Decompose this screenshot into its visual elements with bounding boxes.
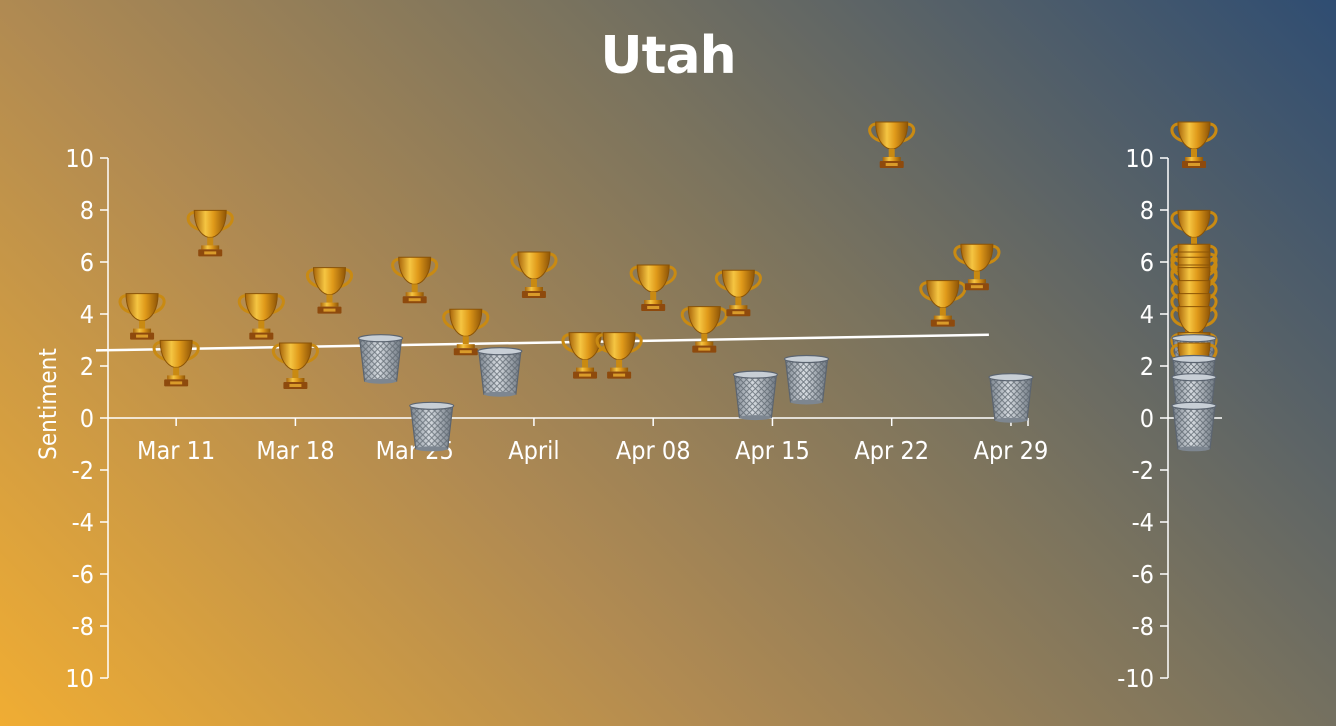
trophy-icon (186, 208, 234, 258)
y-tick-label: 4 (80, 300, 94, 329)
y-tick-label: 2 (80, 352, 94, 381)
trophy-icon (919, 279, 967, 329)
trash-bin-icon (1171, 401, 1217, 452)
x-tick-label: Apr 08 (616, 436, 691, 465)
trophy-icon (391, 255, 439, 305)
x-tick-label: Apr 22 (854, 436, 929, 465)
x-tick-label: April (508, 436, 559, 465)
side-y-tick-label: 10 (1125, 144, 1154, 173)
side-y-tick-label: 4 (1140, 300, 1154, 329)
trend-line (95, 333, 989, 352)
side-y-tick-label: 2 (1140, 352, 1154, 381)
side-y-tick-label: 0 (1140, 404, 1154, 433)
y-tick-label: -4 (72, 508, 94, 537)
trophy-icon (510, 250, 558, 300)
trophy-icon (305, 266, 354, 316)
trophy-icon (629, 263, 677, 313)
side-y-tick-label: -6 (1132, 560, 1154, 589)
y-tick-label: 8 (80, 196, 94, 225)
side-y-tick-label: -2 (1132, 456, 1154, 485)
x-tick-label: Mar 11 (137, 436, 215, 465)
side-y-tick-label: -4 (1132, 508, 1154, 537)
trophy-icon (595, 331, 643, 381)
trophy-icon (1170, 120, 1218, 170)
trophy-icon (561, 331, 609, 381)
trophy-icon (868, 120, 916, 170)
trash-bin-icon (357, 334, 404, 385)
y-tick-label: -8 (72, 612, 94, 641)
y-tick-label: 6 (80, 248, 94, 277)
x-tick-label: Apr 15 (735, 436, 810, 465)
side-y-tick-label: -10 (1117, 664, 1154, 693)
trophy-icon (442, 307, 490, 357)
y-tick-label: 0 (80, 404, 94, 433)
y-tick-label: -6 (72, 560, 94, 589)
trophy-icon (152, 338, 200, 388)
trophy-icon (680, 305, 728, 355)
side-y-tick-label: -8 (1132, 612, 1154, 641)
trophy-icon (118, 292, 166, 342)
side-y-tick-label: 8 (1140, 196, 1154, 225)
y-tick-label: 10 (65, 664, 94, 693)
x-tick-label: Mar 18 (256, 436, 334, 465)
trash-bin-icon (409, 401, 455, 452)
chart-title: Utah (600, 26, 736, 86)
trash-bin-icon (783, 354, 830, 406)
y-axis-label: Sentiment (34, 348, 62, 460)
trophy-icon (237, 292, 285, 342)
x-tick-label: Apr 29 (974, 436, 1049, 465)
y-tick-label: 10 (65, 144, 94, 173)
side-marks (1170, 120, 1218, 452)
trash-bin-icon (988, 373, 1034, 424)
trophy-icon (271, 341, 319, 391)
y-tick-label: -2 (72, 456, 94, 485)
trash-bin-icon (732, 370, 779, 421)
trash-bin-icon (477, 347, 523, 398)
side-y-tick-label: 6 (1140, 248, 1154, 277)
side-axes: 10 8 6 4 2 0 -2 -4 -6 -8 -10 (1117, 144, 1222, 693)
main-marks (118, 120, 1034, 452)
